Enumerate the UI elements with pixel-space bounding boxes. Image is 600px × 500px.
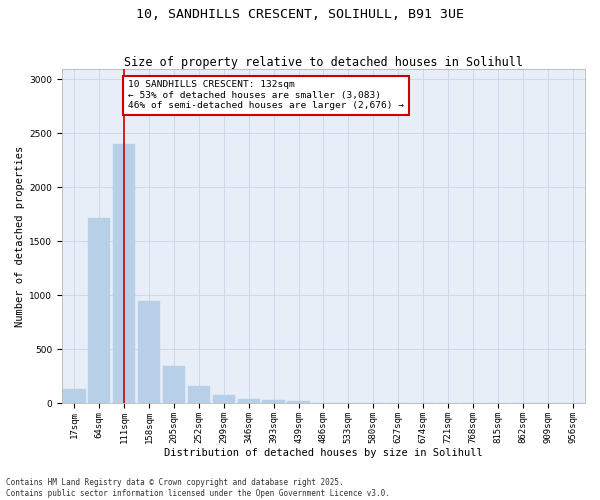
Bar	[212, 395, 235, 404]
Bar	[113, 144, 136, 404]
Bar	[63, 390, 86, 404]
Title: Size of property relative to detached houses in Solihull: Size of property relative to detached ho…	[124, 56, 523, 68]
Bar	[238, 398, 260, 404]
Text: Contains HM Land Registry data © Crown copyright and database right 2025.
Contai: Contains HM Land Registry data © Crown c…	[6, 478, 390, 498]
X-axis label: Distribution of detached houses by size in Solihull: Distribution of detached houses by size …	[164, 448, 483, 458]
Bar	[138, 301, 160, 404]
Text: 10, SANDHILLS CRESCENT, SOLIHULL, B91 3UE: 10, SANDHILLS CRESCENT, SOLIHULL, B91 3U…	[136, 8, 464, 20]
Y-axis label: Number of detached properties: Number of detached properties	[15, 146, 25, 326]
Bar	[262, 400, 285, 404]
Text: 10 SANDHILLS CRESCENT: 132sqm
← 53% of detached houses are smaller (3,083)
46% o: 10 SANDHILLS CRESCENT: 132sqm ← 53% of d…	[128, 80, 404, 110]
Bar	[188, 386, 210, 404]
Bar	[88, 218, 110, 404]
Bar	[287, 402, 310, 404]
Bar	[163, 366, 185, 404]
